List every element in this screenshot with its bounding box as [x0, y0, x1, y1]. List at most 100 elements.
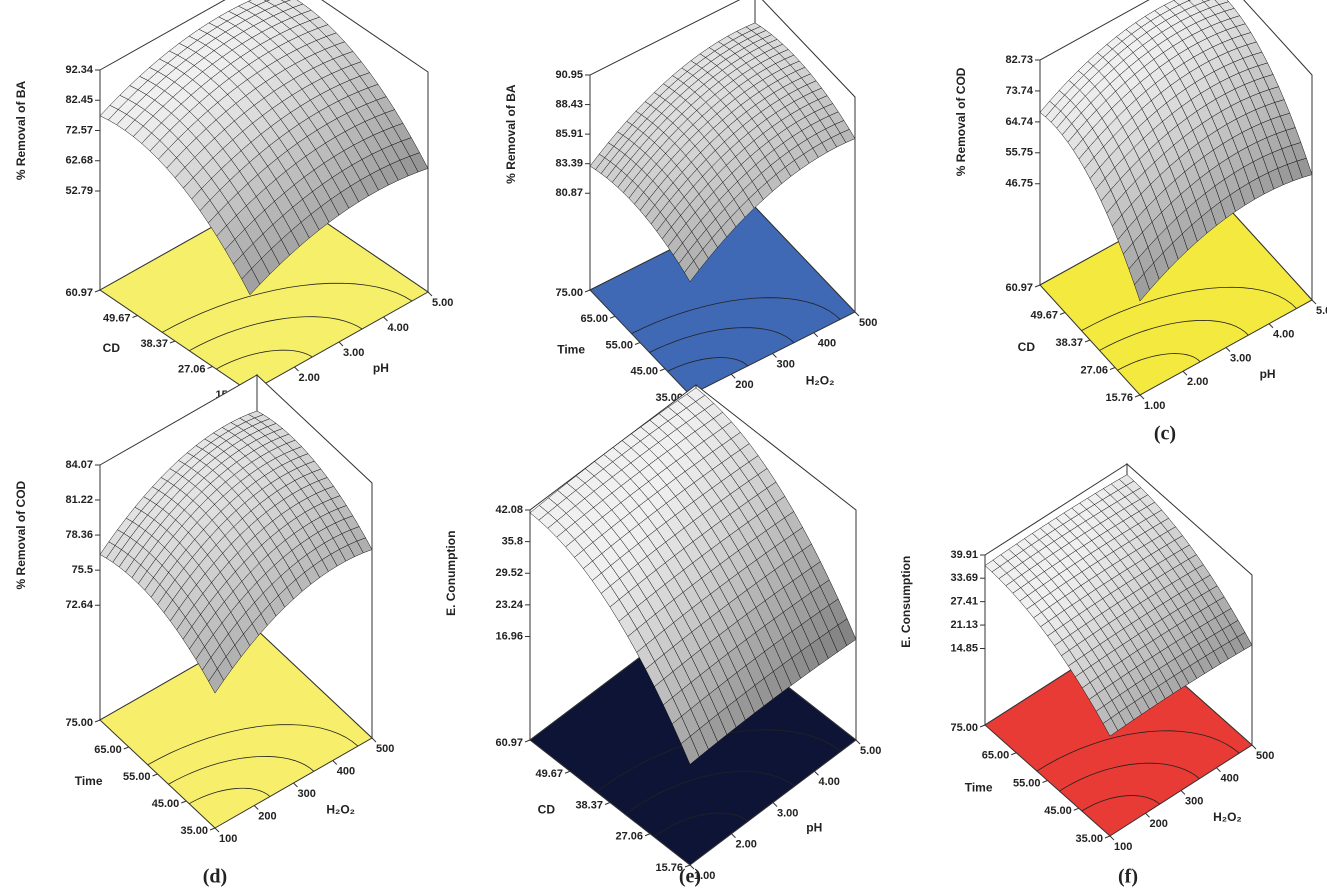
- contour: [649, 327, 795, 353]
- x-tick-label: 500: [859, 317, 877, 329]
- y-tick: [584, 289, 591, 293]
- x-tick-label: 400: [337, 765, 355, 777]
- y-tick-label: 60.97: [1005, 282, 1033, 294]
- y-tick-label: 27.06: [178, 363, 206, 375]
- y-tick: [979, 724, 986, 728]
- contour: [168, 756, 315, 785]
- y-axis-label: CD: [1018, 340, 1036, 354]
- panel: 90.95 88.43 85.91 83.39 80.87 % Removal of BA…: [504, 0, 877, 445]
- z-tick-label: 85.91: [555, 128, 583, 140]
- y-tick-label: 75.00: [555, 287, 583, 299]
- y-axis-label: Time: [75, 774, 103, 788]
- y-tick: [1059, 312, 1066, 315]
- z-tick-label: 27.41: [950, 596, 978, 608]
- z-tick-label: 82.45: [65, 94, 93, 106]
- z-tick-label: 83.39: [555, 158, 583, 170]
- x-tick-label: 2.00: [1187, 376, 1208, 388]
- z-tick-label: 88.43: [555, 98, 583, 110]
- x-tick: [383, 316, 388, 322]
- y-tick-label: 75.00: [950, 722, 978, 734]
- y-tick: [1134, 394, 1141, 398]
- caption: (c): [1154, 423, 1176, 445]
- caption: (f): [1118, 866, 1138, 888]
- z-tick-label: 23.24: [495, 599, 523, 611]
- z-axis-label: % Removal of BA: [14, 80, 28, 180]
- x-tick-label: 3.00: [343, 347, 364, 359]
- y-tick: [94, 719, 101, 723]
- y-tick: [1011, 752, 1017, 756]
- surface-cell: [208, 668, 225, 694]
- z-tick-label: 21.13: [950, 619, 978, 631]
- panel: 82.73 73.74 64.74 55.75 46.75 % Removal of CO…: [954, 0, 1327, 445]
- y-tick-label: 38.37: [1055, 337, 1083, 349]
- panel: 42.08 35.8 29.52 23.24 16.96 E. Conumption 60.…: [444, 383, 881, 888]
- y-tick-label: 75.00: [65, 717, 93, 729]
- y-tick-label: 65.00: [982, 750, 1010, 762]
- y-tick-label: 49.67: [103, 312, 131, 324]
- z-tick-label: 55.75: [1005, 147, 1033, 159]
- y-tick: [209, 827, 216, 831]
- x-tick: [1311, 299, 1317, 305]
- contour: [162, 282, 413, 333]
- y-tick: [564, 770, 571, 774]
- y-tick-label: 55.00: [605, 339, 633, 351]
- contour: [147, 724, 359, 766]
- x-tick-label: 200: [1150, 818, 1168, 830]
- y-tick: [1109, 367, 1116, 370]
- panel: 92.34 82.45 72.57 62.68 52.79 % Removal of BA…: [14, 0, 453, 445]
- x-tick-label: 2.00: [736, 839, 757, 851]
- x-axis-label: H₂O₂: [1213, 810, 1242, 824]
- y-tick-label: 55.00: [123, 771, 151, 783]
- x-tick: [1109, 835, 1115, 841]
- y-tick-label: 35.00: [1075, 833, 1103, 845]
- z-axis-label: % Removal of COD: [14, 480, 28, 589]
- z-tick-label: 14.85: [950, 642, 978, 654]
- y-tick-label: 45.00: [152, 798, 180, 810]
- x-tick-label: 300: [1185, 795, 1203, 807]
- x-tick: [730, 373, 736, 379]
- contour: [631, 297, 841, 334]
- z-tick-label: 33.69: [950, 572, 978, 584]
- y-tick: [1042, 780, 1048, 783]
- y-tick: [169, 340, 176, 344]
- contour: [1036, 730, 1240, 772]
- y-tick: [132, 315, 138, 318]
- y-tick-label: 60.97: [495, 737, 523, 749]
- y-tick-label: 45.00: [630, 366, 658, 378]
- x-tick: [1180, 790, 1186, 795]
- y-tick: [604, 802, 611, 805]
- z-tick-label: 46.75: [1005, 178, 1033, 190]
- x-tick: [731, 833, 736, 839]
- x-tick-label: 500: [1256, 750, 1274, 762]
- y-tick: [1034, 284, 1041, 288]
- contour: [1059, 762, 1200, 792]
- x-tick: [253, 805, 259, 810]
- z-tick-label: 42.08: [495, 504, 523, 516]
- x-tick: [1182, 370, 1188, 376]
- x-tick: [338, 341, 344, 347]
- surface-cell: [280, 0, 292, 3]
- surface-cell: [241, 268, 261, 296]
- contour: [1099, 319, 1249, 351]
- z-tick-label: 92.34: [65, 64, 93, 76]
- x-tick: [214, 827, 220, 833]
- z-axis-label: E. Conumption: [444, 531, 458, 616]
- y-tick: [524, 739, 531, 743]
- x-tick: [689, 864, 695, 870]
- caption: (d): [203, 866, 227, 888]
- y-tick-label: 35.00: [180, 825, 208, 837]
- x-axis-label: pH: [1260, 367, 1276, 381]
- x-tick-label: 1.00: [1144, 400, 1165, 412]
- x-tick-label: 500: [376, 743, 394, 755]
- x-tick: [1216, 767, 1221, 773]
- x-tick-label: 300: [777, 358, 795, 370]
- surface-cell: [680, 735, 700, 765]
- y-tick-label: 27.06: [615, 831, 643, 843]
- x-tick-label: 4.00: [819, 776, 840, 788]
- z-tick-label: 64.74: [1005, 116, 1033, 128]
- y-tick-label: 15.76: [1105, 392, 1133, 404]
- surface-cell: [1102, 717, 1119, 737]
- z-tick-label: 82.73: [1005, 54, 1033, 66]
- z-tick-label: 39.91: [950, 549, 978, 561]
